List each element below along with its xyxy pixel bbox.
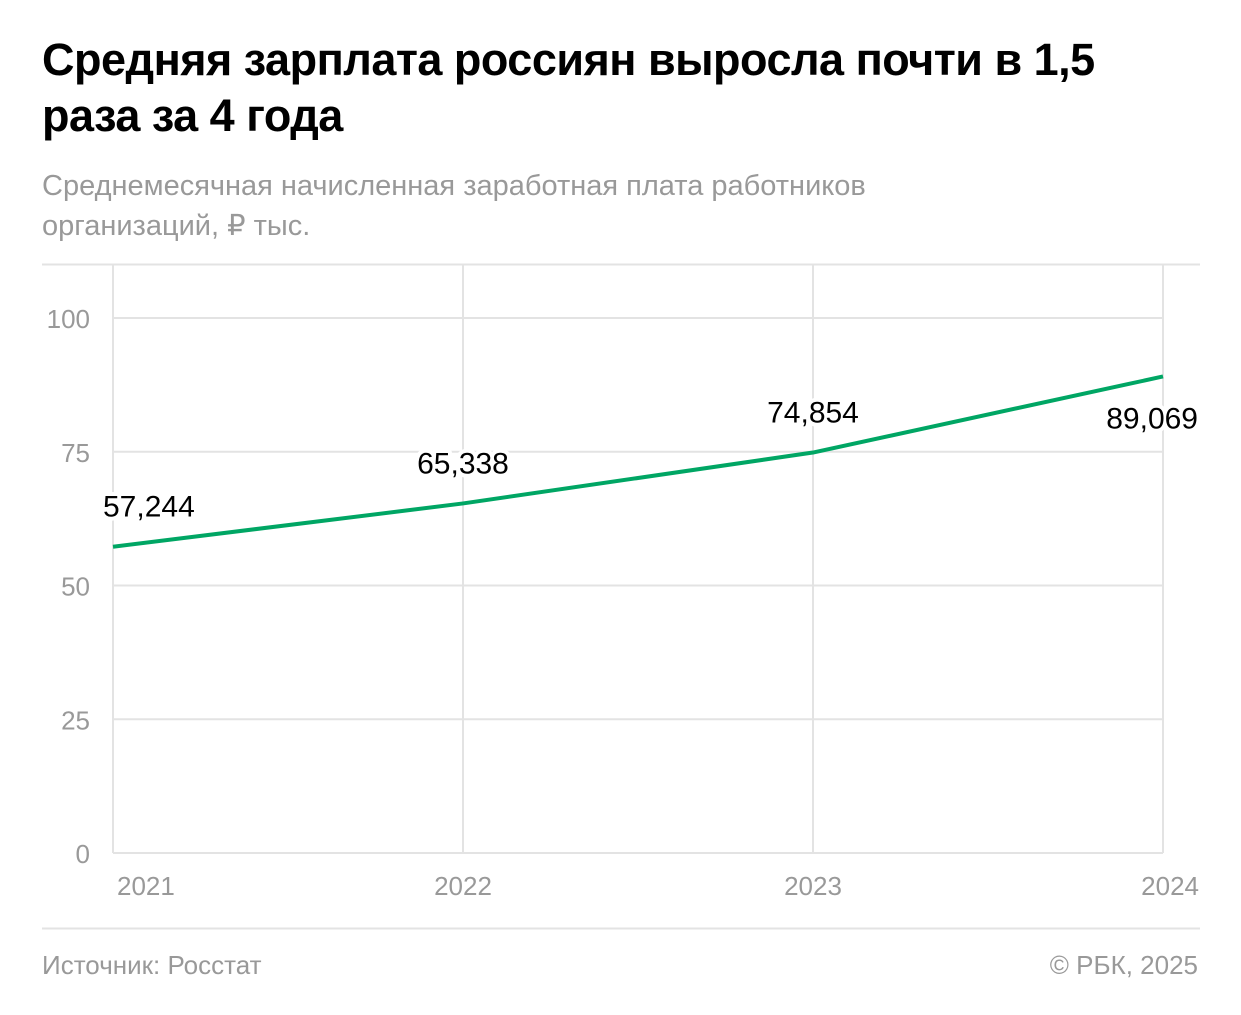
chart-subtitle: Среднемесячная начисленная заработная пл… xyxy=(42,170,866,242)
x-tick-label: 2024 xyxy=(1141,871,1199,901)
chart-title: Средняя зарплата россиян выросла почти в… xyxy=(42,34,1095,141)
source-note: Источник: Росстат xyxy=(42,950,262,980)
y-tick-label: 100 xyxy=(47,304,90,334)
y-tick-label: 50 xyxy=(61,572,90,602)
data-label: 65,338 xyxy=(417,447,509,480)
salary-line xyxy=(112,374,1164,549)
copyright-credit: © РБК, 2025 xyxy=(1049,950,1198,980)
data-label: 74,854 xyxy=(767,397,859,430)
y-tick-label: 25 xyxy=(61,705,90,735)
y-tick-label: 0 xyxy=(76,839,90,869)
x-tick-label: 2023 xyxy=(784,871,842,901)
y-tick-label: 75 xyxy=(61,438,90,468)
x-tick-label: 2021 xyxy=(117,871,175,901)
data-label: 57,244 xyxy=(103,491,195,524)
x-tick-label: 2022 xyxy=(434,871,492,901)
data-label: 89,069 xyxy=(1106,402,1198,435)
